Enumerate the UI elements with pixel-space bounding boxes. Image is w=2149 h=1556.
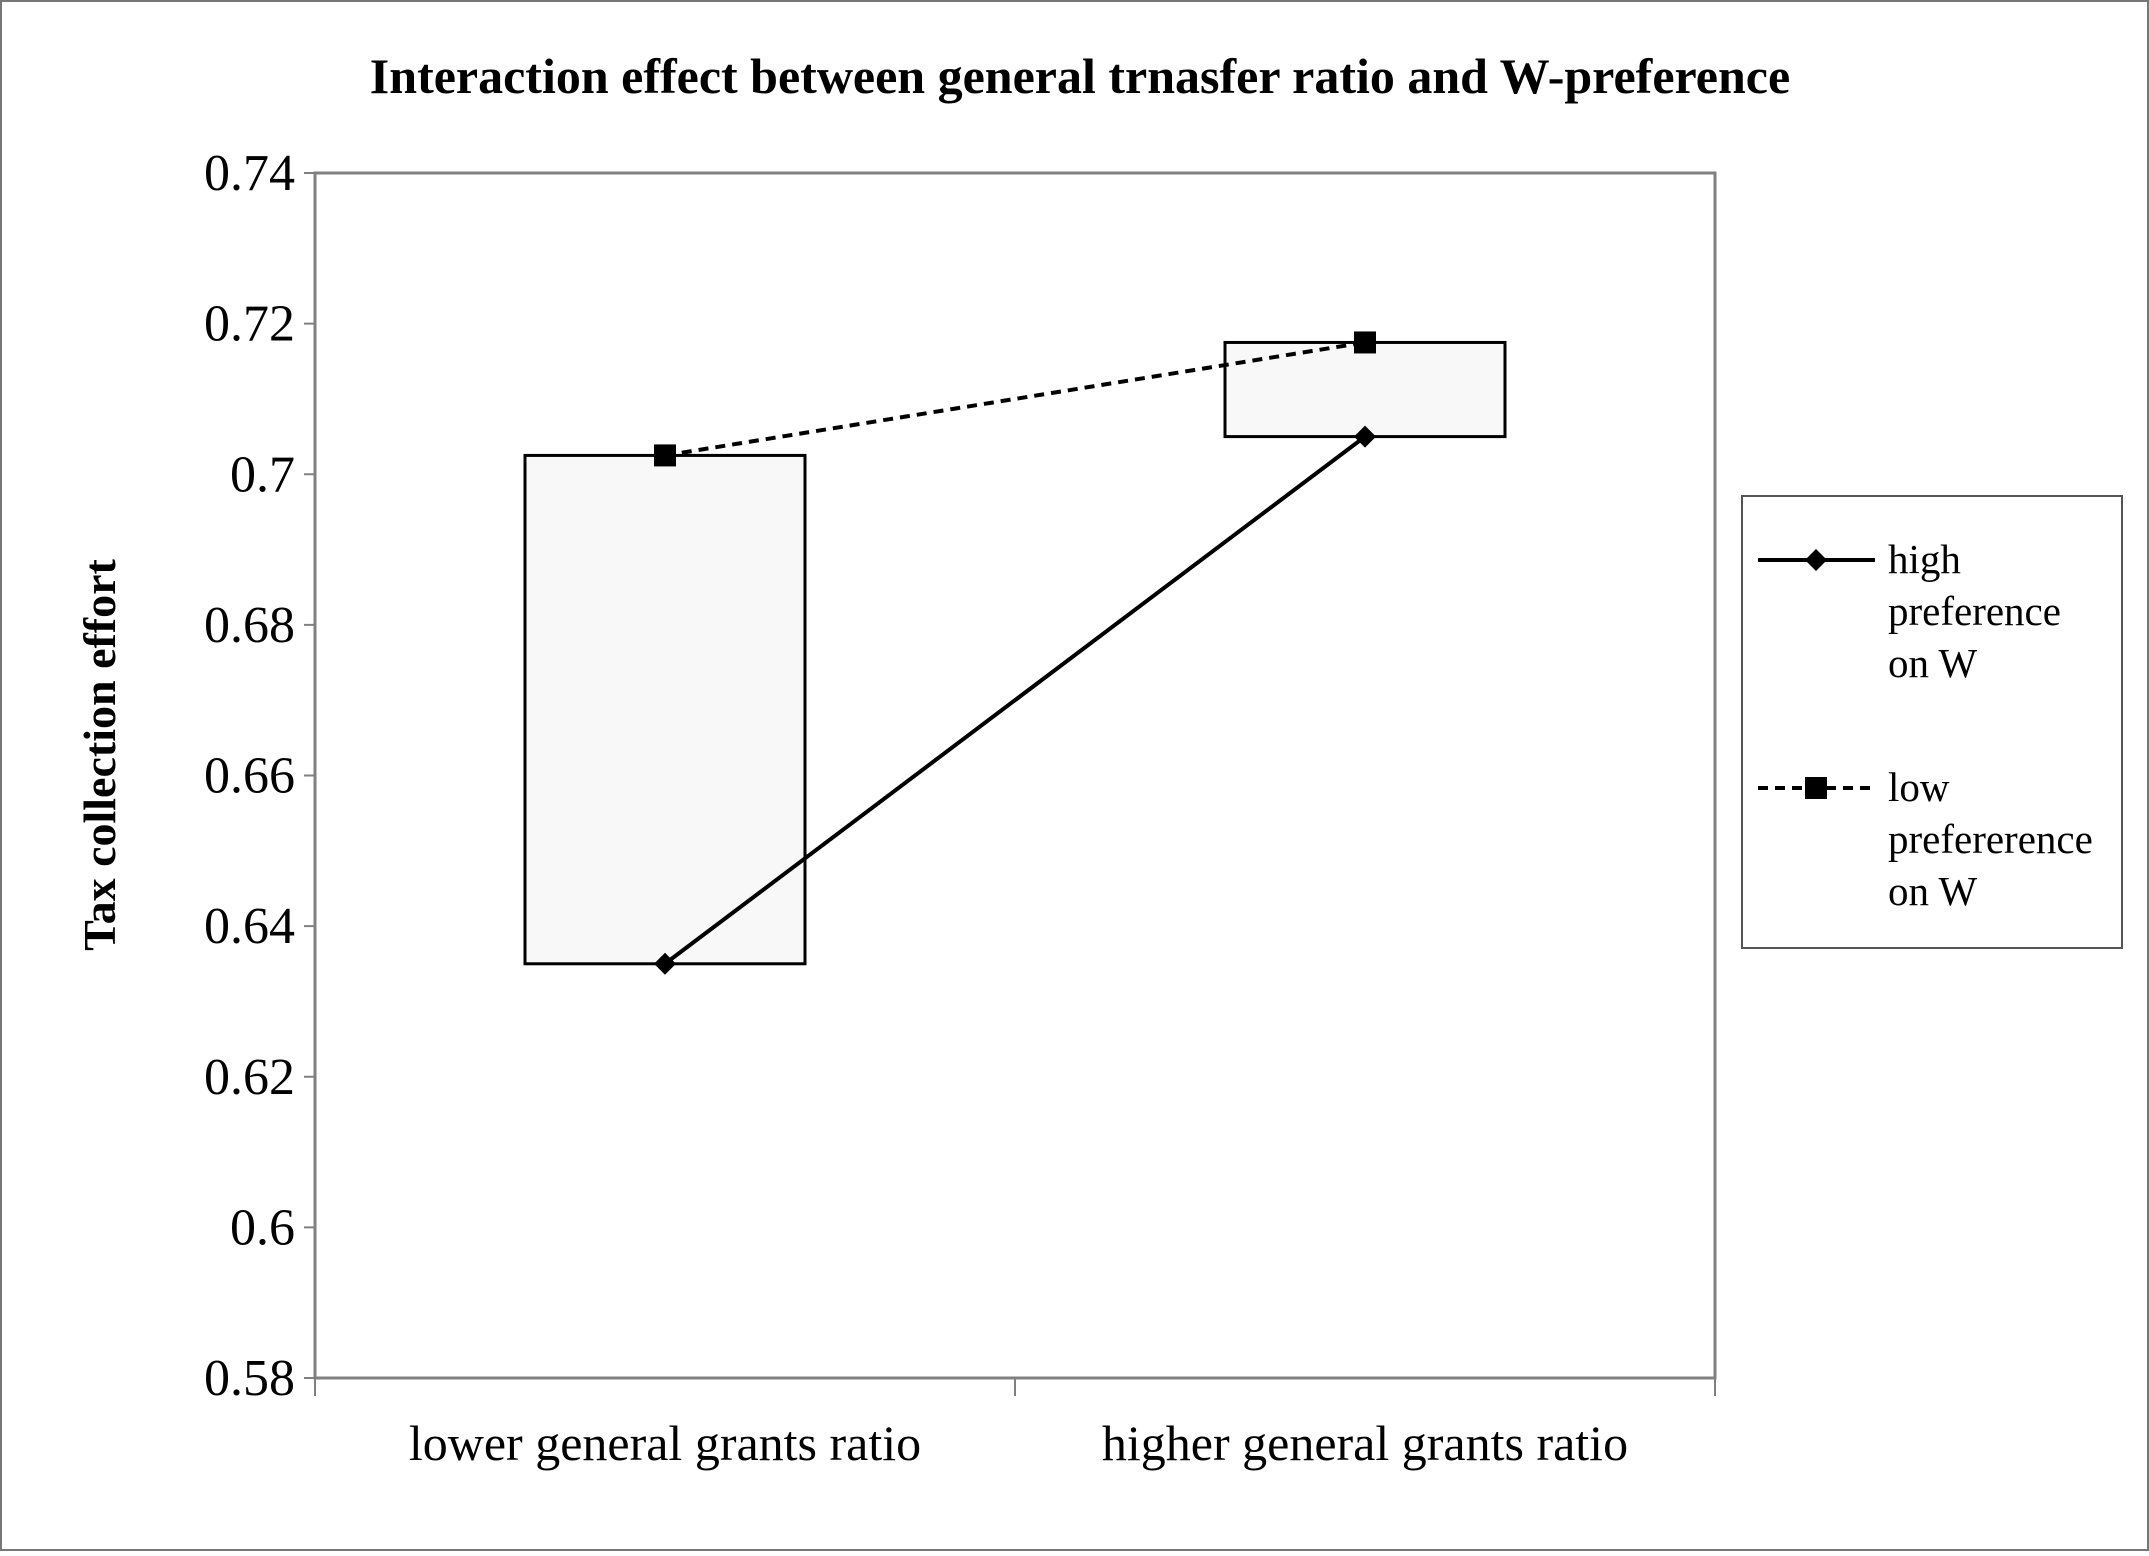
range-boxes — [523, 340, 1507, 966]
legend-label: high — [1888, 536, 1961, 582]
range-box — [1223, 340, 1507, 439]
y-tick-label: 0.68 — [204, 597, 295, 654]
y-tick-label: 0.58 — [204, 1350, 295, 1407]
x-category-label: higher general grants ratio — [1102, 1415, 1628, 1471]
y-tick-label: 0.6 — [230, 1199, 295, 1256]
series-line — [663, 434, 1367, 966]
legend-label: on W — [1888, 640, 1978, 686]
y-tick-label: 0.74 — [204, 145, 295, 202]
series-group — [654, 331, 1376, 975]
y-tick-label: 0.62 — [204, 1049, 295, 1106]
y-tick-label: 0.72 — [204, 296, 295, 353]
legend-label: prefererence — [1888, 816, 2093, 862]
y-tick-label: 0.66 — [204, 748, 295, 805]
legend: high preference on W low prefererence on W — [1741, 495, 2123, 949]
legend-label: low — [1888, 764, 1950, 810]
legend-label: preference — [1888, 588, 2061, 634]
series-marker-square — [654, 444, 676, 467]
legend-box — [1741, 495, 2123, 949]
series-marker-square — [1354, 331, 1376, 354]
y-axis-label: Tax collection effort — [74, 558, 125, 950]
y-tick-label: 0.64 — [204, 898, 295, 955]
series-marker-diamond — [654, 952, 676, 975]
range-box — [523, 453, 807, 966]
x-axis: lower general grants ratio higher general… — [314, 1378, 1716, 1471]
chart-title: Interaction effect between general trnas… — [370, 48, 1790, 104]
legend-marker-square — [1805, 777, 1827, 799]
legend-marker-diamond — [1805, 549, 1827, 571]
y-axis: 0.74 0.72 0.7 0.68 0.66 0.64 0.62 0.6 0.58 — [204, 145, 315, 1407]
series-marker-diamond — [1354, 425, 1376, 448]
y-tick-label: 0.7 — [230, 446, 295, 503]
x-category-label: lower general grants ratio — [409, 1415, 921, 1471]
legend-label: on W — [1888, 868, 1978, 914]
